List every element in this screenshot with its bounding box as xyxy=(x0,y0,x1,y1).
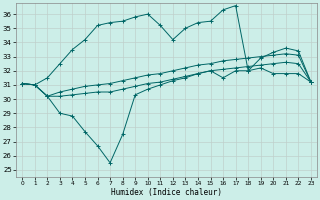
X-axis label: Humidex (Indice chaleur): Humidex (Indice chaleur) xyxy=(111,188,222,197)
